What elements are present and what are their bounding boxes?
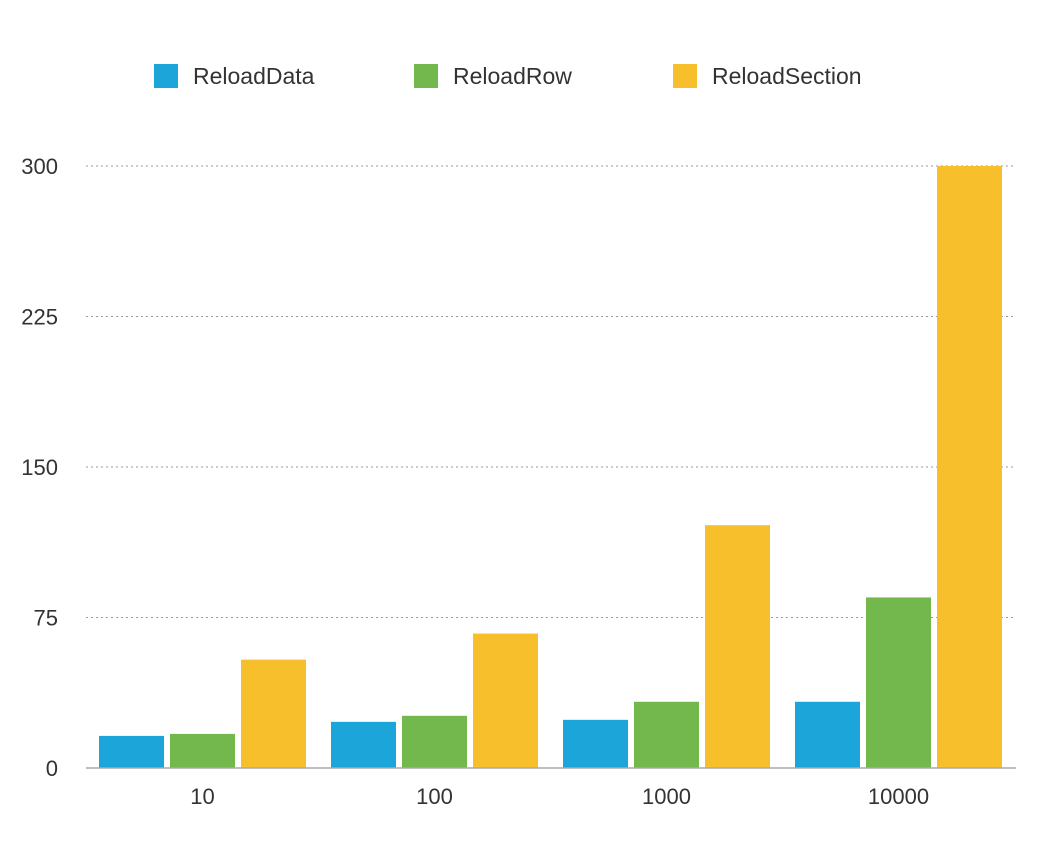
grid-lines	[86, 165, 1016, 618]
legend-item-reloadsection: ReloadSection	[673, 63, 862, 89]
legend-swatch	[414, 64, 438, 88]
y-tick-label: 300	[21, 154, 58, 179]
bar-reloadrow-10	[170, 733, 235, 768]
x-tick-label: 10	[190, 784, 214, 809]
bar-reloaddata-10000	[795, 701, 860, 768]
bar-reloadrow-100	[402, 715, 467, 768]
x-tick-label: 1000	[642, 784, 691, 809]
y-tick-label: 75	[34, 606, 58, 631]
bar-reloaddata-1000	[563, 719, 628, 768]
bar-reloadrow-10000	[866, 597, 931, 768]
legend-swatch	[154, 64, 178, 88]
bar-reloadsection-10000	[937, 166, 1002, 768]
legend-item-reloaddata: ReloadData	[154, 63, 315, 89]
legend-swatch	[673, 64, 697, 88]
legend-label: ReloadSection	[712, 63, 862, 89]
bar-reloaddata-100	[331, 721, 396, 768]
bar-reloadsection-10	[241, 659, 306, 768]
bar-reloaddata-10	[99, 735, 164, 768]
x-tick-label: 10000	[868, 784, 929, 809]
bar-reloadrow-1000	[634, 701, 699, 768]
legend-label: ReloadData	[193, 63, 315, 89]
y-tick-label: 0	[46, 756, 58, 781]
y-tick-label: 225	[21, 305, 58, 330]
y-axis-ticks: 0 75 150 225 300	[21, 154, 58, 781]
bar-reloadsection-1000	[705, 525, 770, 768]
y-tick-label: 150	[21, 455, 58, 480]
bar-reloadsection-100	[473, 633, 538, 768]
legend: ReloadData ReloadRow ReloadSection	[154, 63, 862, 89]
legend-item-reloadrow: ReloadRow	[414, 63, 572, 89]
x-axis-ticks: 10 100 1000 10000	[190, 784, 929, 809]
legend-label: ReloadRow	[453, 63, 572, 89]
x-tick-label: 100	[416, 784, 453, 809]
bars	[99, 166, 1002, 768]
